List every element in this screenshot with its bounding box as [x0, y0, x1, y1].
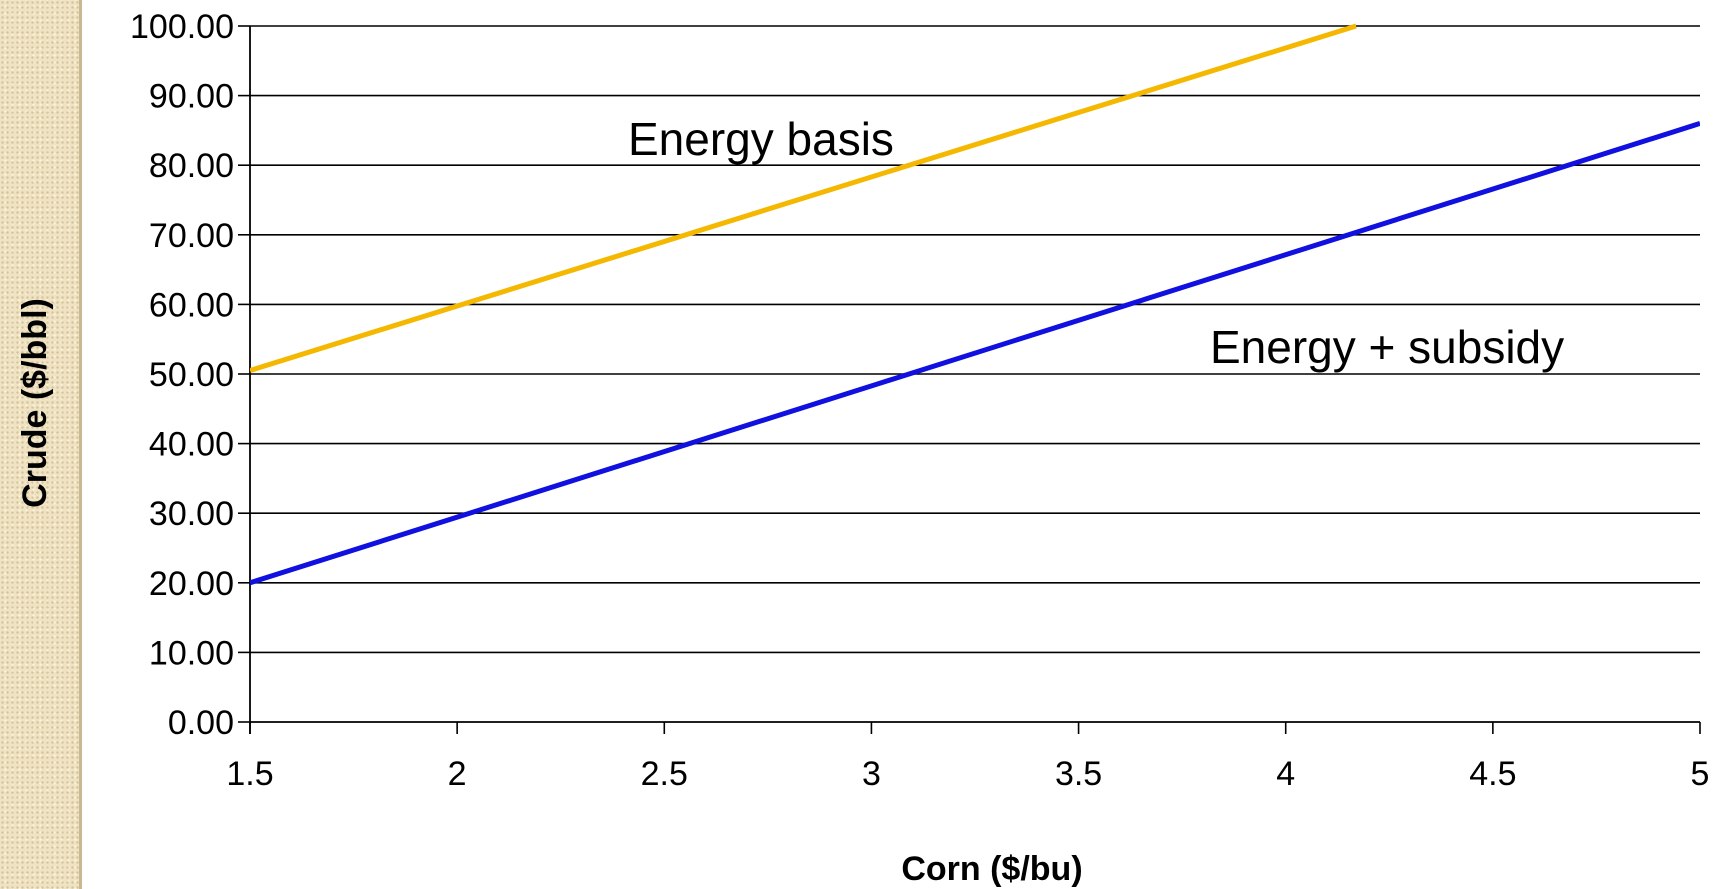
y-axis-title: Crude ($/bbl)	[16, 298, 54, 508]
x-tick-label: 3.5	[1055, 755, 1102, 793]
y-tick-label: 90.00	[149, 78, 234, 116]
y-tick-label: 80.00	[149, 147, 234, 185]
x-axis-title: Corn ($/bu)	[901, 850, 1082, 888]
y-tick-label: 60.00	[149, 286, 234, 324]
y-tick-labels: 0.00 10.00 20.00 30.00 40.00 50.00 60.00 70.00 8…	[130, 8, 234, 742]
y-tick-label: 10.00	[149, 634, 234, 672]
x-tick-label: 4.5	[1469, 755, 1516, 793]
x-tick-label: 2	[448, 755, 467, 793]
x-tick-label: 1.5	[226, 755, 273, 793]
series-label-energy-plus-subsidy: Energy + subsidy	[1210, 321, 1564, 373]
y-tick-label: 40.00	[149, 426, 234, 464]
series-line-energy-basis	[250, 23, 1357, 373]
axes	[238, 25, 1701, 734]
y-tick-label: 70.00	[149, 217, 234, 255]
series-label-energy-basis: Energy basis	[628, 113, 894, 165]
x-tick-label: 2.5	[641, 755, 688, 793]
y-tick-label: 20.00	[149, 565, 234, 603]
x-tick-label: 4	[1276, 755, 1295, 793]
x-tick-label: 3	[862, 755, 881, 793]
grid-lines	[250, 25, 1700, 654]
x-tick-labels: 1.5 2 2.5 3 3.5 4 4.5 5	[226, 755, 1709, 793]
series-line-energy-plus-subsidy	[250, 121, 1700, 586]
x-tick-label: 5	[1691, 755, 1710, 793]
y-tick-label: 100.00	[130, 8, 234, 46]
decorative-side-strip	[0, 0, 82, 889]
series-lines	[250, 23, 1700, 586]
y-tick-label: 0.00	[168, 704, 234, 742]
y-tick-label: 50.00	[149, 356, 234, 394]
y-tick-label: 30.00	[149, 495, 234, 533]
